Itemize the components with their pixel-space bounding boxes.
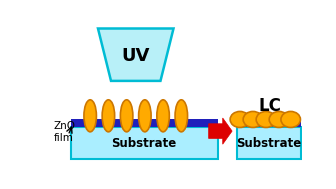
Text: Substrate: Substrate xyxy=(112,137,177,150)
Ellipse shape xyxy=(84,100,96,132)
Ellipse shape xyxy=(269,112,289,127)
Polygon shape xyxy=(209,118,232,144)
Ellipse shape xyxy=(243,112,263,127)
Text: Substrate: Substrate xyxy=(237,137,302,150)
Bar xyxy=(237,127,301,160)
Ellipse shape xyxy=(281,112,300,127)
Bar xyxy=(71,127,218,160)
Text: film: film xyxy=(54,133,74,143)
Polygon shape xyxy=(98,29,173,81)
Ellipse shape xyxy=(175,100,187,132)
Ellipse shape xyxy=(230,112,250,127)
Ellipse shape xyxy=(157,100,169,132)
Ellipse shape xyxy=(256,112,276,127)
Ellipse shape xyxy=(102,100,115,132)
Bar xyxy=(71,119,218,127)
Bar xyxy=(237,119,301,127)
Ellipse shape xyxy=(139,100,151,132)
Text: LC: LC xyxy=(258,97,281,115)
Ellipse shape xyxy=(120,100,133,132)
Text: UV: UV xyxy=(122,47,150,65)
Text: ZnO: ZnO xyxy=(54,121,76,131)
